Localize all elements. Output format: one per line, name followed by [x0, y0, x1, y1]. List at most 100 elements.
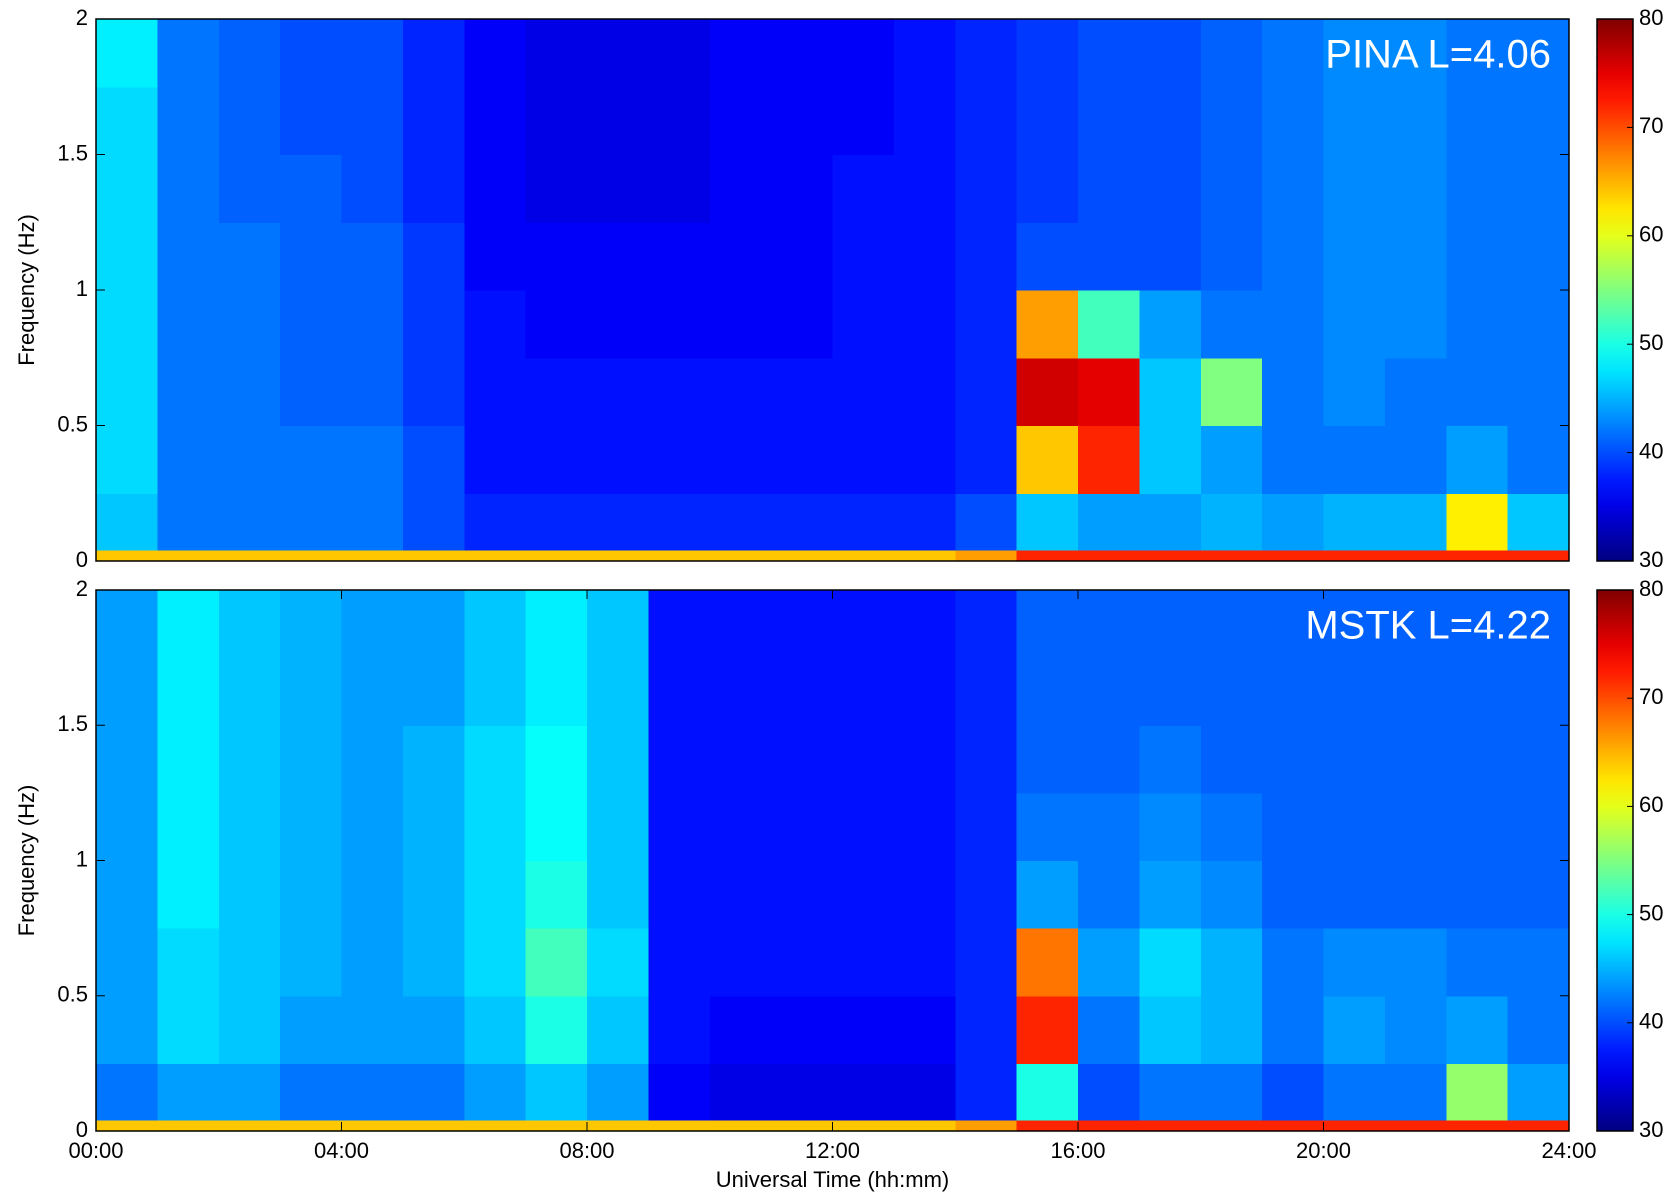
cell [342, 222, 404, 290]
cell [955, 493, 1017, 550]
cell [833, 861, 895, 929]
cell [955, 155, 1017, 223]
cell [771, 290, 833, 358]
cell [1324, 493, 1386, 550]
cell [894, 87, 956, 155]
cell [96, 793, 158, 861]
cell [1017, 19, 1079, 87]
cell [1446, 550, 1508, 561]
cell [955, 87, 1017, 155]
cell [342, 996, 404, 1064]
cell [1385, 1063, 1447, 1120]
cell [771, 19, 833, 87]
cell [280, 658, 342, 726]
cell [1078, 358, 1140, 426]
cell [771, 222, 833, 290]
cell [1446, 155, 1508, 223]
cell [833, 928, 895, 996]
cell [955, 222, 1017, 290]
cell [96, 550, 158, 561]
cell [771, 426, 833, 494]
cell [1446, 1063, 1508, 1120]
cell [771, 1120, 833, 1131]
cell [219, 590, 281, 658]
cell [710, 793, 772, 861]
cell [587, 493, 649, 550]
cell [710, 1120, 772, 1131]
cell [771, 996, 833, 1064]
cell [1139, 550, 1201, 561]
cell [157, 793, 219, 861]
cell [648, 1120, 710, 1131]
cell [771, 658, 833, 726]
cell [710, 996, 772, 1064]
cell [1078, 87, 1140, 155]
cell [526, 155, 588, 223]
cell [1017, 1063, 1079, 1120]
cell [587, 725, 649, 793]
cell [219, 19, 281, 87]
cell [1017, 1120, 1079, 1131]
cell [1201, 590, 1263, 658]
cell [526, 996, 588, 1064]
cell [403, 996, 465, 1064]
y-tick-label: 1.5 [57, 711, 88, 736]
cell [1508, 996, 1570, 1064]
cell [1446, 861, 1508, 929]
cell [219, 155, 281, 223]
cell [648, 426, 710, 494]
cell [280, 290, 342, 358]
cell [157, 996, 219, 1064]
cell [1139, 155, 1201, 223]
y-tick-label: 2 [76, 5, 88, 30]
cell [1324, 222, 1386, 290]
cell [894, 725, 956, 793]
cell [280, 19, 342, 87]
cell [648, 725, 710, 793]
cell [710, 290, 772, 358]
cell [1446, 87, 1508, 155]
cell [464, 155, 526, 223]
cell [1078, 222, 1140, 290]
cell [464, 861, 526, 929]
cell [1446, 725, 1508, 793]
cell [526, 725, 588, 793]
cell [403, 426, 465, 494]
cell [1262, 290, 1324, 358]
cell [833, 493, 895, 550]
cell [1446, 793, 1508, 861]
cell [157, 222, 219, 290]
cell [1078, 19, 1140, 87]
cell [648, 87, 710, 155]
cell [771, 493, 833, 550]
cell [403, 358, 465, 426]
cell [833, 1063, 895, 1120]
cell [96, 222, 158, 290]
cell [1139, 290, 1201, 358]
cell [894, 996, 956, 1064]
cell [1324, 658, 1386, 726]
cell [1446, 493, 1508, 550]
cell [1324, 996, 1386, 1064]
cell [833, 358, 895, 426]
colorbar-tick-label: 50 [1639, 330, 1663, 355]
cell [771, 590, 833, 658]
cell [219, 996, 281, 1064]
cell [96, 358, 158, 426]
cell [1017, 928, 1079, 996]
cell [1017, 426, 1079, 494]
colorbar-tick-label: 80 [1639, 5, 1663, 30]
cell [280, 493, 342, 550]
cell [587, 290, 649, 358]
cell [1508, 358, 1570, 426]
cell [96, 426, 158, 494]
cell [1508, 1120, 1570, 1131]
cell [219, 550, 281, 561]
cell [96, 725, 158, 793]
cell [710, 222, 772, 290]
cell [955, 550, 1017, 561]
cell [587, 155, 649, 223]
cell [1262, 658, 1324, 726]
cell [955, 658, 1017, 726]
x-tick-label: 04:00 [314, 1138, 369, 1163]
